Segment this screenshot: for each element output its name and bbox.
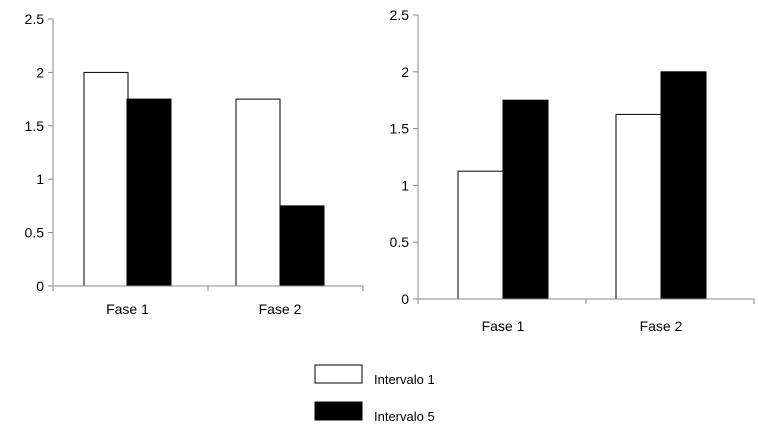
legend-label-intervalo-1: Intervalo 1 — [374, 372, 435, 387]
right-y-tick-label: 2.5 — [390, 7, 410, 23]
right-y-tick-label: 0.5 — [390, 234, 410, 250]
right-bar-intervalo-5-fase-1 — [502, 99, 549, 300]
right-bar-intervalo-1-fase-1 — [457, 170, 504, 300]
left-y-tick-label: 2.5 — [25, 11, 45, 27]
left-bar-intervalo-1-fase-2 — [235, 98, 281, 287]
left-x-tick-label: Fase 2 — [259, 301, 302, 317]
right-x-tick-label: Fase 1 — [482, 318, 525, 334]
legend-swatch-intervalo-1 — [314, 364, 363, 384]
left-bar-intervalo-5-fase-2 — [279, 205, 325, 287]
right-y-tick-label: 1.5 — [390, 121, 410, 137]
left-y-tick-label: 1 — [36, 171, 44, 187]
left-bar-intervalo-1-fase-1 — [83, 71, 129, 287]
legend: Intervalo 1 Intervalo 5 — [314, 364, 435, 424]
left-y-tick-label: 0.5 — [25, 225, 45, 241]
right-y-tick-label: 1 — [401, 177, 409, 193]
right-y-tick-label: 0 — [401, 291, 409, 307]
right-y-tick-label: 2 — [401, 64, 409, 80]
right-bar-intervalo-5-fase-2 — [660, 71, 707, 300]
left-bar-intervalo-5-fase-1 — [126, 98, 172, 287]
legend-swatch-intervalo-5 — [314, 401, 363, 421]
chart-right: 0 0.5 1 1.5 2 2.5 Fase 1 Fase 2 — [390, 7, 755, 334]
left-y-tick-label: 1.5 — [25, 118, 45, 134]
chart-left: 0 0.5 1 1.5 2 2.5 Fase 1 Fase 2 — [25, 11, 364, 317]
left-y-tick-label: 2 — [36, 64, 44, 80]
left-x-tick-label: Fase 1 — [106, 301, 149, 317]
left-y-tick-label: 0 — [36, 278, 44, 294]
legend-label-intervalo-5: Intervalo 5 — [374, 409, 435, 424]
right-bar-intervalo-1-fase-2 — [615, 113, 662, 300]
right-x-tick-label: Fase 2 — [640, 318, 683, 334]
